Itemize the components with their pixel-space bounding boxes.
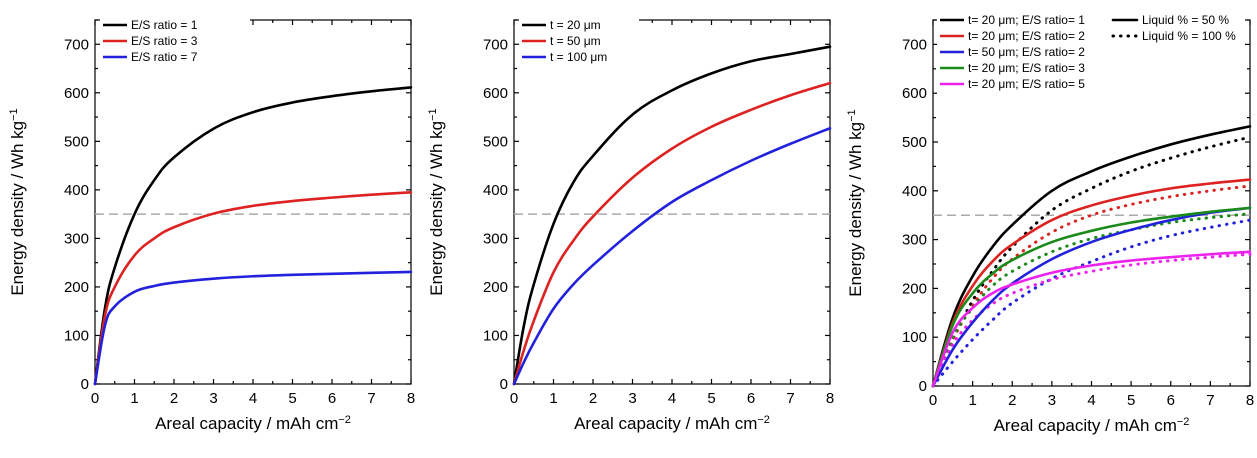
y-tick-label: 400 <box>483 182 508 199</box>
series-line-t-20-m-e-s-ratio-3-100 <box>931 212 1252 388</box>
x-tick-label: 2 <box>1008 392 1016 409</box>
series-line-t-50-m-e-s-ratio-2 <box>931 206 1252 388</box>
series-line-t-20-m <box>512 45 832 386</box>
legend-label: E/S ratio = 7 <box>131 50 198 64</box>
y-tick-label: 400 <box>902 183 927 200</box>
x-tick-label: 4 <box>668 390 676 407</box>
x-tick-label: 3 <box>209 390 217 407</box>
legend-label: t= 20 μm; E/S ratio= 2 <box>968 29 1085 43</box>
series-line-t-20-m-e-s-ratio-2 <box>931 178 1252 388</box>
x-tick-label: 6 <box>1167 392 1175 409</box>
y-axis-label: Energy density / Wh kg−1 <box>427 108 446 295</box>
x-tick-label: 7 <box>1206 392 1214 409</box>
y-tick-label: 100 <box>64 327 89 344</box>
y-tick-label: 700 <box>64 36 89 53</box>
y-tick-label: 100 <box>483 327 508 344</box>
x-tick-label: 8 <box>407 390 415 407</box>
panel-left: 0 1 2 3 4 5 6 7 8 0 100 200 300 400 500 600 700 Areal cap… <box>8 14 415 433</box>
x-tick-label: 8 <box>1246 392 1254 409</box>
series-line-t-100-m <box>512 126 832 386</box>
legend-label: t= 50 μm; E/S ratio= 2 <box>968 45 1085 59</box>
legend: t= 20 μm; E/S ratio= 1 t= 20 μm; E/S rati… <box>937 9 1245 94</box>
y-tick-label: 700 <box>483 36 508 53</box>
legend-label: t= 20 μm; E/S ratio= 1 <box>968 13 1085 27</box>
x-tick-label: 7 <box>786 390 794 407</box>
y-tick-label: 200 <box>902 280 927 297</box>
y-tick-label: 500 <box>902 134 927 151</box>
legend-label: t= 20 μm; E/S ratio= 3 <box>968 61 1085 75</box>
y-tick-label: 600 <box>483 85 508 102</box>
series-line-t-20-m-e-s-ratio-3 <box>931 206 1252 388</box>
y-tick-label: 300 <box>483 230 508 247</box>
plot-frame <box>94 19 412 385</box>
y-tick-label: 600 <box>902 85 927 102</box>
series-line-t-20-m-e-s-ratio-1 <box>931 125 1252 388</box>
y-tick-label: 700 <box>902 36 927 53</box>
series-line-t-50-m <box>512 81 832 386</box>
x-tick-label: 2 <box>589 390 597 407</box>
y-tick-label: 0 <box>919 378 927 395</box>
x-tick-label: 0 <box>929 392 937 409</box>
x-tick-label: 8 <box>826 390 834 407</box>
legend-label: E/S ratio = 3 <box>131 34 198 48</box>
y-tick-label: 0 <box>81 376 89 393</box>
legend-background <box>937 9 1245 94</box>
x-tick-label: 1 <box>130 390 138 407</box>
y-tick-label: 200 <box>64 279 89 296</box>
legend-background <box>100 14 250 63</box>
x-tick-label: 6 <box>328 390 336 407</box>
x-tick-label: 1 <box>549 390 557 407</box>
x-tick-label: 1 <box>968 392 976 409</box>
series-line-e-s-ratio-1 <box>93 86 413 386</box>
y-tick-label: 300 <box>64 230 89 247</box>
legend-label: t = 20 μm <box>550 18 601 32</box>
y-axis-label: Energy density / Wh kg−1 <box>846 109 865 296</box>
series-line-t-50-m-e-s-ratio-2-100 <box>931 218 1252 388</box>
legend-label: t = 100 μm <box>550 50 607 64</box>
x-tick-label: 5 <box>1127 392 1135 409</box>
series-line-t-20-m-e-s-ratio-5-100 <box>931 252 1252 388</box>
x-tick-label: 7 <box>367 390 375 407</box>
legend-label: t = 50 μm <box>550 34 601 48</box>
x-tick-label: 2 <box>170 390 178 407</box>
y-tick-label: 100 <box>902 329 927 346</box>
y-tick-label: 200 <box>483 279 508 296</box>
panel-middle: 0 1 2 3 4 5 6 7 8 0 100 200 300 400 500 600 700 Areal cap… <box>427 14 834 433</box>
x-tick-label: 3 <box>628 390 636 407</box>
legend: E/S ratio = 1 E/S ratio = 3 E/S ratio = 7 <box>100 14 250 64</box>
x-tick-label: 4 <box>249 390 257 407</box>
y-tick-label: 500 <box>64 133 89 150</box>
x-axis-label: Areal capacity / mAh cm−2 <box>994 416 1190 435</box>
x-tick-label: 0 <box>510 390 518 407</box>
legend-label: E/S ratio = 1 <box>131 18 198 32</box>
y-tick-label: 400 <box>64 182 89 199</box>
x-tick-label: 6 <box>747 390 755 407</box>
y-tick-label: 600 <box>64 85 89 102</box>
x-axis-label: Areal capacity / mAh cm−2 <box>574 414 770 433</box>
x-tick-label: 3 <box>1048 392 1056 409</box>
legend-label: t= 20 μm; E/S ratio= 5 <box>968 77 1085 91</box>
y-tick-label: 500 <box>483 133 508 150</box>
y-tick-label: 0 <box>500 376 508 393</box>
y-axis-label: Energy density / Wh kg−1 <box>8 108 27 295</box>
y-tick-label: 300 <box>902 232 927 249</box>
series-line-t-20-m-e-s-ratio-5 <box>931 250 1252 388</box>
x-tick-label: 4 <box>1087 392 1095 409</box>
x-tick-label: 0 <box>91 390 99 407</box>
legend-style-label: Liquid % = 50 % <box>1142 13 1229 27</box>
legend-style-label: Liquid % = 100 % <box>1142 29 1236 43</box>
panel-right: 0 1 2 3 4 5 6 7 8 0 100 200 300 400 500 600 700 Areal cap… <box>846 9 1254 435</box>
series-line-e-s-ratio-7 <box>93 270 413 386</box>
x-tick-label: 5 <box>288 390 296 407</box>
x-axis-label: Areal capacity / mAh cm−2 <box>155 414 351 433</box>
series-line-e-s-ratio-3 <box>93 190 413 386</box>
legend: t = 20 μm t = 50 μm t = 100 μm <box>519 14 639 64</box>
x-tick-label: 5 <box>707 390 715 407</box>
series-line-t-20-m-e-s-ratio-1-100 <box>931 135 1252 388</box>
legend-background <box>519 14 639 63</box>
